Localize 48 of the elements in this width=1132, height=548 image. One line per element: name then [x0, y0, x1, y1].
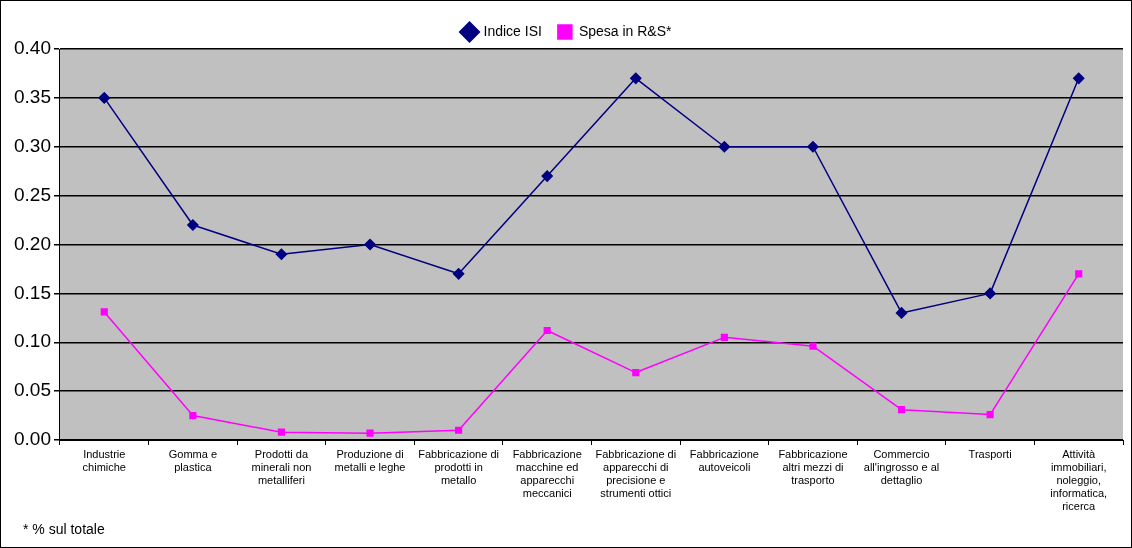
x-tick-label: Trasporti	[968, 447, 1012, 460]
y-tick-label: 0.00	[14, 428, 51, 450]
point	[1072, 72, 1085, 85]
x-tick-label: Produzione di metalli e leghe	[334, 447, 406, 473]
x-tick-label: Commercio all'ingrosso e al dettaglio	[863, 447, 940, 487]
point	[366, 429, 374, 437]
y-tick-label: 0.10	[14, 330, 51, 352]
point	[98, 92, 111, 104]
point	[630, 72, 642, 85]
y-tick-label: 0.15	[14, 281, 51, 303]
point	[984, 287, 996, 300]
point	[897, 406, 906, 414]
point	[809, 342, 817, 350]
point	[807, 141, 819, 153]
point	[718, 141, 731, 153]
y-tick-label: 0.40	[14, 37, 51, 59]
point	[364, 238, 376, 251]
x-tick-label: Fabbricazione di apparecchi di precisione e strumenti ottici	[595, 447, 677, 500]
x-tick-label: Fabbricazione autoveicoli	[689, 447, 759, 473]
x-tick-label: Fabbricazione di prodotti in metallo	[418, 447, 499, 487]
point	[541, 170, 553, 182]
point	[986, 411, 994, 419]
legend-label: Spesa in R&S*	[578, 22, 673, 39]
x-tick-label: Gomma e plastica	[168, 447, 218, 473]
point	[187, 219, 199, 231]
point	[1075, 270, 1083, 278]
point	[275, 248, 288, 261]
x-tick-label: Fabbricazione altri mezzi di trasporto	[778, 447, 848, 487]
y-tick-label: 0.25	[14, 183, 51, 205]
point	[455, 426, 463, 434]
point	[632, 368, 640, 377]
x-tick-label: Prodotti da minerali non metalliferi	[251, 447, 312, 487]
point	[543, 326, 551, 335]
y-tick-label: 0.05	[14, 379, 51, 401]
legend-label: Indice ISI	[483, 22, 542, 39]
x-tick-label: Attività immobiliari, noleggio, informatica, ricerca	[1050, 447, 1108, 513]
point	[277, 428, 286, 436]
x-tick-label: Fabbricazione macchine ed apparecchi meccanici	[512, 447, 582, 500]
point	[452, 268, 465, 280]
y-tick-label: 0.35	[14, 86, 51, 108]
point	[720, 333, 728, 341]
x-tick-label: Industrie chimiche	[82, 447, 126, 473]
y-tick-label: 0.30	[14, 134, 51, 156]
point	[895, 307, 908, 319]
point	[189, 411, 197, 420]
y-tick-label: 0.20	[14, 232, 51, 254]
point	[100, 308, 108, 316]
text: * % sul totale	[23, 521, 105, 537]
